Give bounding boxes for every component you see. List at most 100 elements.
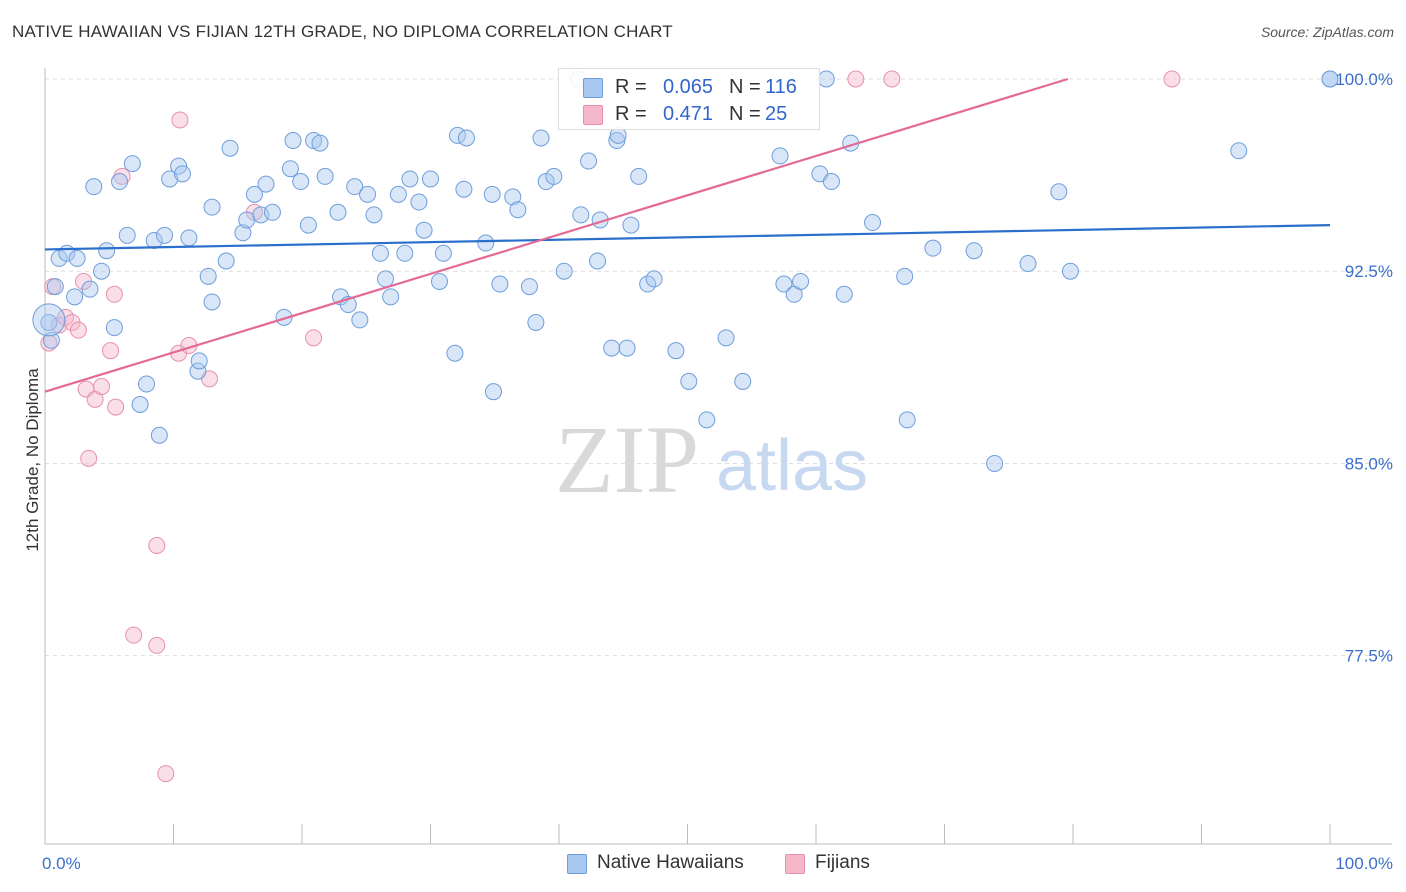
data-point-native-hawaiians — [477, 234, 495, 252]
data-point-fijians — [1163, 70, 1181, 88]
data-point-native-hawaiians — [618, 339, 636, 357]
data-point-native-hawaiians — [111, 173, 129, 191]
data-point-native-hawaiians — [81, 280, 99, 298]
data-point-native-hawaiians — [630, 167, 648, 185]
data-point-native-hawaiians — [85, 178, 103, 196]
data-point-native-hawaiians — [415, 221, 433, 239]
data-point-native-hawaiians — [422, 170, 439, 188]
r-value: 0.471 — [662, 103, 713, 125]
data-point-native-hawaiians — [1061, 262, 1079, 280]
data-point-native-hawaiians — [771, 147, 789, 165]
data-point-native-hawaiians — [430, 272, 448, 290]
data-point-native-hawaiians — [589, 252, 607, 270]
data-point-native-hawaiians — [864, 214, 882, 232]
source-credit: Source: ZipAtlas.com — [1260, 24, 1394, 40]
data-point-native-hawaiians — [509, 201, 527, 219]
data-point-native-hawaiians — [221, 139, 239, 157]
data-point-native-hawaiians — [645, 270, 663, 288]
data-point-native-hawaiians — [203, 293, 221, 311]
data-point-native-hawaiians — [680, 372, 698, 390]
data-point-native-hawaiians — [118, 226, 136, 244]
data-point-native-hawaiians — [180, 229, 198, 247]
data-point-native-hawaiians — [446, 344, 464, 362]
data-point-native-hawaiians — [532, 129, 550, 147]
x-tick-label-max: 100.0% — [1335, 854, 1393, 873]
data-point-native-hawaiians — [245, 185, 263, 203]
data-point-native-hawaiians — [396, 244, 414, 262]
data-point-native-hawaiians — [896, 267, 914, 285]
data-point-native-hawaiians — [346, 178, 364, 196]
data-point-native-hawaiians — [32, 303, 66, 337]
data-point-native-hawaiians — [1230, 142, 1248, 160]
y-tick-label: 92.5% — [1345, 262, 1393, 281]
data-point-native-hawaiians — [281, 160, 299, 178]
data-point-native-hawaiians — [292, 173, 310, 191]
data-point-fijians — [40, 334, 58, 352]
legend-row-fijians: R = 0.471 N = 25 — [559, 101, 819, 127]
data-point-fijians — [105, 285, 123, 303]
axes — [44, 68, 1392, 845]
data-point-native-hawaiians — [717, 329, 735, 347]
data-point-native-hawaiians — [257, 175, 275, 193]
data-point-native-hawaiians — [217, 252, 235, 270]
data-point-native-hawaiians — [545, 167, 563, 185]
data-point-native-hawaiians — [66, 288, 84, 306]
data-point-native-hawaiians — [817, 70, 835, 88]
data-point-native-hawaiians — [199, 267, 217, 285]
n-value: 25 — [765, 103, 788, 125]
data-point-native-hawaiians — [622, 216, 640, 234]
trend-line-fijians — [44, 77, 1069, 393]
data-point-fijians — [93, 378, 111, 396]
data-point-fijians — [883, 70, 901, 88]
data-point-native-hawaiians — [377, 270, 395, 288]
data-point-fijians — [148, 536, 166, 554]
data-point-native-hawaiians — [68, 249, 86, 267]
data-point-native-hawaiians — [734, 372, 752, 390]
data-point-fijians — [107, 398, 125, 416]
data-point-fijians — [847, 70, 865, 88]
data-point-native-hawaiians — [504, 188, 522, 206]
data-point-native-hawaiians — [329, 203, 347, 221]
n-value: 116 — [765, 76, 797, 98]
data-point-native-hawaiians — [138, 375, 156, 393]
data-point-native-hawaiians — [98, 242, 116, 260]
data-point-native-hawaiians — [365, 206, 383, 224]
watermark-zip: ZIP — [555, 406, 699, 513]
data-point-native-hawaiians — [572, 206, 590, 224]
data-point-native-hawaiians — [434, 244, 452, 262]
data-point-native-hawaiians — [898, 411, 916, 429]
legend-label: Fijians — [815, 852, 870, 873]
data-point-native-hawaiians — [555, 262, 573, 280]
data-point-native-hawaiians — [822, 173, 840, 191]
data-point-native-hawaiians — [284, 132, 302, 150]
data-point-native-hawaiians — [491, 275, 509, 293]
data-point-native-hawaiians — [835, 285, 853, 303]
pink-swatch — [583, 105, 603, 125]
data-point-native-hawaiians — [410, 193, 428, 211]
data-point-native-hawaiians — [359, 185, 377, 203]
n-label: N = — [729, 76, 761, 98]
n-label: N = — [729, 103, 761, 125]
data-point-native-hawaiians — [1019, 255, 1037, 273]
grid-lines — [45, 78, 1392, 657]
data-point-native-hawaiians — [455, 180, 473, 198]
correlation-legend: R = 0.065 N = 116 R = 0.471 N = 25 — [558, 68, 820, 130]
data-point-fijians — [80, 449, 98, 467]
data-point-native-hawaiians — [484, 383, 502, 401]
data-point-native-hawaiians — [351, 311, 369, 329]
data-point-native-hawaiians — [667, 342, 685, 360]
tick-labels: 77.5% 85.0% 92.5% 100.0% 0.0% 100.0% — [42, 70, 1393, 873]
data-point-native-hawaiians — [173, 165, 191, 183]
data-point-fijians — [148, 636, 166, 654]
data-point-fijians — [171, 111, 189, 129]
data-point-native-hawaiians — [1321, 70, 1339, 88]
watermark-atlas: atlas — [716, 426, 868, 506]
data-point-native-hawaiians — [203, 198, 221, 216]
data-point-native-hawaiians — [234, 224, 252, 242]
data-point-native-hawaiians — [170, 157, 188, 175]
y-tick-label: 85.0% — [1345, 454, 1393, 473]
data-point-native-hawaiians — [389, 185, 407, 203]
data-point-native-hawaiians — [483, 185, 501, 203]
data-point-native-hawaiians — [986, 454, 1004, 472]
data-point-native-hawaiians — [924, 239, 942, 257]
